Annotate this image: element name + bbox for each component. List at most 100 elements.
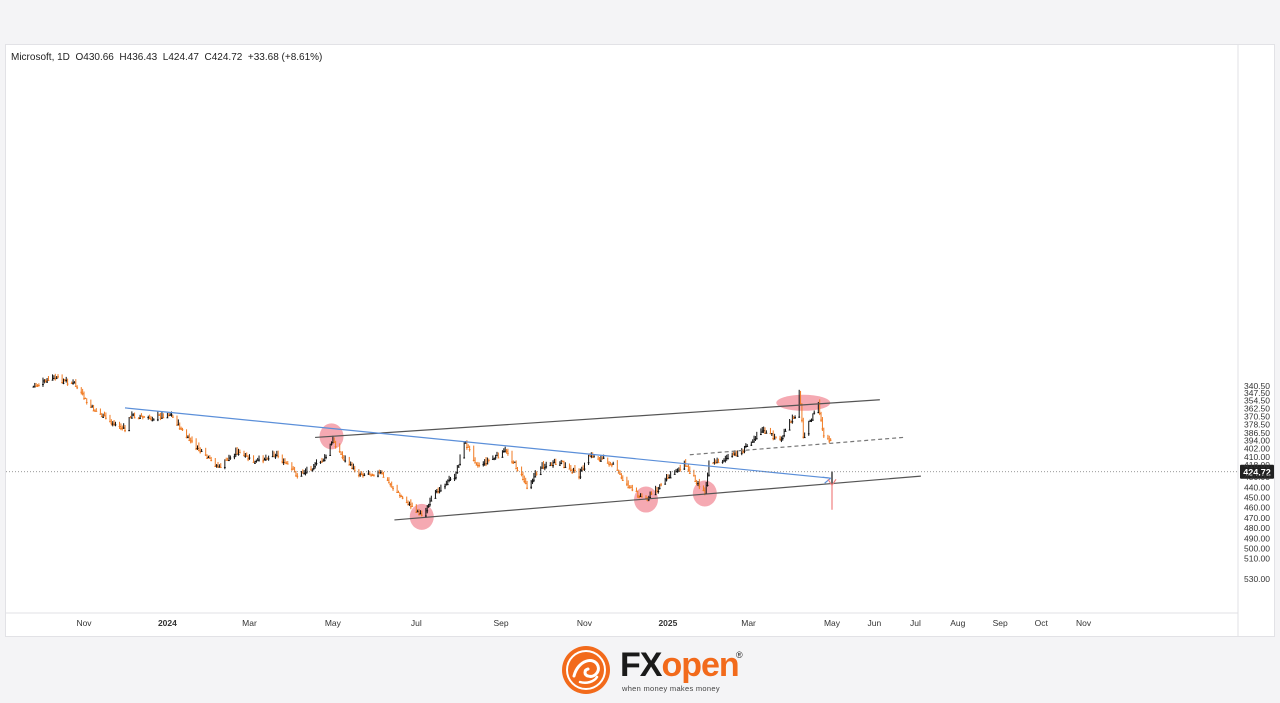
candle-body	[658, 487, 661, 489]
candle-body	[271, 456, 274, 458]
price-tick-label: 418.00	[1244, 460, 1270, 470]
candle-body	[448, 479, 451, 481]
price-tick-label: 370.50	[1244, 412, 1270, 422]
candle-body	[802, 436, 805, 438]
candle-body	[522, 479, 524, 481]
candle-body	[593, 456, 595, 458]
candle-body	[456, 472, 459, 474]
candle-body	[238, 452, 241, 454]
price-tick-label: 460.00	[1244, 503, 1270, 513]
candle-body	[178, 428, 181, 430]
candle-body	[574, 469, 576, 471]
candle-body	[429, 504, 431, 506]
candle-body	[267, 458, 270, 460]
candle-body	[764, 432, 766, 434]
candle-body	[792, 417, 795, 419]
candle-body	[714, 461, 717, 463]
candle-body	[438, 491, 441, 493]
candle-body	[589, 455, 591, 457]
candle-body	[770, 433, 773, 435]
candle-body	[132, 414, 135, 416]
candle-body	[698, 486, 701, 488]
candle-body	[151, 420, 154, 422]
candle-body	[820, 419, 822, 421]
candle-body	[453, 478, 456, 480]
time-tick-label: Jul	[910, 618, 921, 628]
candle-body	[641, 496, 643, 498]
candle-body	[292, 468, 295, 470]
price-tick-label: 490.00	[1244, 533, 1270, 543]
time-tick-label: Sep	[494, 618, 509, 628]
candle-body	[65, 379, 68, 381]
price-tick-label: 362.50	[1244, 403, 1270, 413]
candle-body	[301, 472, 304, 474]
candle-body	[139, 417, 141, 419]
candle-body	[772, 438, 775, 440]
candle-body	[465, 447, 468, 449]
candle-body	[341, 456, 344, 458]
low-value: L424.47	[162, 52, 199, 63]
price-tick-label: 480.00	[1244, 523, 1270, 533]
candle-body	[368, 474, 371, 476]
candle-body	[180, 428, 182, 430]
candle-body	[526, 487, 528, 489]
candle-body	[169, 414, 172, 416]
candle-body	[676, 471, 679, 473]
candle-body	[531, 481, 534, 483]
candle-body	[55, 377, 58, 379]
candle-body	[520, 473, 523, 475]
candle-body	[621, 479, 624, 481]
price-chart[interactable]: 424.72 530.00 510.00500.00490.00480.00470.…	[6, 45, 1274, 636]
candle-body	[780, 439, 783, 441]
candle-body	[597, 458, 600, 460]
candle-body	[388, 482, 390, 484]
candle-body	[598, 459, 601, 461]
close-value: C424.72	[204, 52, 243, 63]
candle-body	[419, 513, 422, 515]
candle-body	[524, 482, 527, 484]
candle-body	[397, 491, 400, 493]
candle-body	[616, 469, 619, 471]
candle-body	[602, 457, 605, 459]
candle-body	[274, 456, 277, 458]
candle-body	[95, 410, 98, 412]
candle-body	[275, 454, 278, 456]
candle-body	[619, 473, 621, 475]
candle-body	[32, 386, 35, 388]
candle-body	[542, 467, 545, 469]
candle-body	[686, 465, 688, 467]
chart-frame[interactable]: Microsoft, 1D O430.66 H436.43 L424.47 C4…	[5, 44, 1275, 637]
candle-body	[266, 458, 269, 460]
price-tick-label: 530.00	[1244, 574, 1270, 584]
candle-body	[76, 387, 79, 389]
candle-body	[750, 444, 753, 446]
candle-body	[751, 441, 754, 443]
candle-body	[541, 467, 543, 469]
time-tick-label: Aug	[950, 618, 965, 628]
candle-body	[755, 438, 758, 440]
candle-body	[315, 463, 318, 465]
candle-body	[507, 452, 509, 454]
candle-body	[207, 457, 210, 459]
candle-body	[161, 417, 163, 419]
candle-body	[781, 438, 784, 440]
candle-body	[396, 491, 399, 493]
candle-body	[552, 465, 554, 467]
candle-body	[54, 378, 57, 380]
candle-body	[91, 406, 94, 408]
candle-body	[367, 473, 370, 475]
candle-body	[166, 417, 169, 419]
candle-body	[273, 455, 275, 457]
candle-body	[535, 473, 538, 475]
candle-body	[329, 454, 332, 456]
trendline-arrowhead	[822, 476, 832, 484]
candle-body	[817, 412, 820, 414]
time-tick-label: Nov	[76, 618, 92, 628]
candle-body	[553, 462, 556, 464]
candle-body	[382, 476, 385, 478]
candle-body	[181, 429, 184, 431]
candle-body	[378, 471, 381, 473]
candle-body	[379, 472, 382, 474]
candle-body	[497, 457, 500, 459]
price-tick-label: 430.00	[1244, 472, 1270, 482]
